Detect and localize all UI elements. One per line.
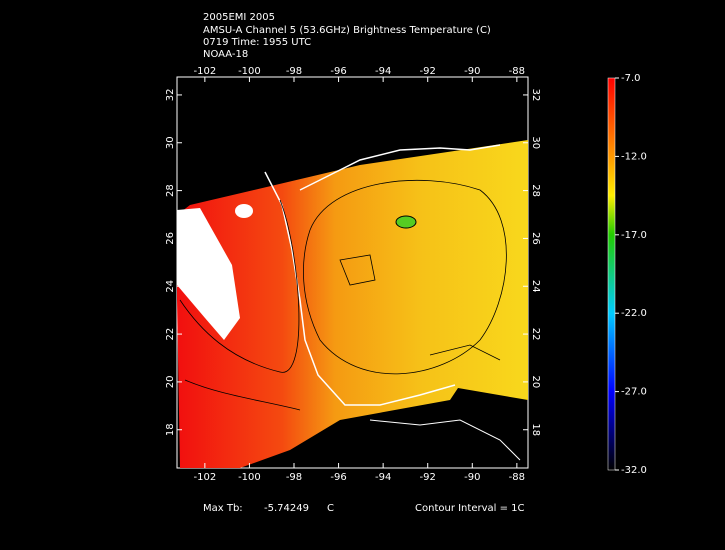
coastline: [299, 144, 501, 191]
x-tick-label: -102: [194, 66, 217, 77]
x-tick-label: -100: [238, 66, 261, 77]
x-tick-label: -96: [330, 66, 346, 77]
header-line: 2005EMI 2005: [203, 12, 275, 23]
colorbar-tick-label: -7.0: [621, 73, 641, 84]
x-tick-label: -96: [330, 472, 346, 483]
x-tick-label: -90: [464, 66, 480, 77]
colorbar-tick-label: -22.0: [621, 308, 647, 319]
contour: [429, 344, 501, 361]
y-tick-label: 22: [165, 328, 176, 341]
x-tick-label: -100: [238, 472, 261, 483]
colorbar-tick-label: -12.0: [621, 151, 647, 162]
data-swath: [177, 140, 528, 468]
coastline: [264, 171, 456, 406]
colorbar-tick-label: -17.0: [621, 230, 647, 241]
coastline: [369, 419, 521, 461]
x-tick-label: -90: [464, 472, 480, 483]
cold-spot: [395, 215, 417, 229]
land: [235, 204, 253, 218]
header-line: AMSU-A Channel 5 (53.6GHz) Brightness Te…: [203, 25, 491, 36]
header-line: 0719 Time: 1955 UTC: [203, 37, 311, 48]
y-tick-label: 28: [165, 184, 176, 197]
x-tick-label: -92: [420, 472, 436, 483]
contours: [179, 179, 507, 411]
y-tick-label: 26: [530, 232, 541, 245]
x-tick-label: -92: [420, 66, 436, 77]
colorbar: [607, 77, 616, 471]
x-tick-label: -94: [375, 66, 391, 77]
y-tick-label: 20: [530, 376, 541, 389]
y-tick-label: 20: [165, 376, 176, 389]
x-tick-label: -102: [194, 472, 217, 483]
header-line: NOAA-18: [203, 49, 248, 60]
footer-value: -5.74249: [264, 503, 309, 514]
y-tick-label: 30: [165, 136, 176, 149]
y-tick-label: 28: [530, 184, 541, 197]
footer-unit: C: [327, 503, 334, 514]
y-tick-label: 18: [530, 423, 541, 436]
x-tick-label: -98: [286, 66, 302, 77]
colorbar-tick-label: -32.0: [621, 465, 647, 476]
contour: [339, 254, 376, 286]
y-tick-label: 30: [530, 136, 541, 149]
contour: [184, 379, 301, 411]
y-tick-label: 26: [165, 232, 176, 245]
y-tick-label: 22: [530, 328, 541, 341]
header: 2005EMI 2005 AMSU-A Channel 5 (53.6GHz) …: [203, 12, 491, 60]
footer-label: Max Tb:: [203, 503, 243, 514]
y-tick-label: 24: [530, 280, 541, 293]
footer: Max Tb: -5.74249 C Contour Interval = 1C: [203, 503, 525, 514]
contour: [303, 179, 507, 375]
x-tick-label: -98: [286, 472, 302, 483]
x-tick-label: -88: [509, 472, 525, 483]
y-tick-label: 24: [165, 280, 176, 293]
y-tick-label: 18: [165, 423, 176, 436]
land: [177, 208, 240, 340]
footer-contour: Contour Interval = 1C: [415, 503, 525, 514]
y-tick-label: 32: [530, 89, 541, 102]
y-tick-label: 32: [165, 89, 176, 102]
x-tick-label: -88: [509, 66, 525, 77]
colorbar-tick-label: -27.0: [621, 387, 647, 398]
x-tick-label: -94: [375, 472, 391, 483]
